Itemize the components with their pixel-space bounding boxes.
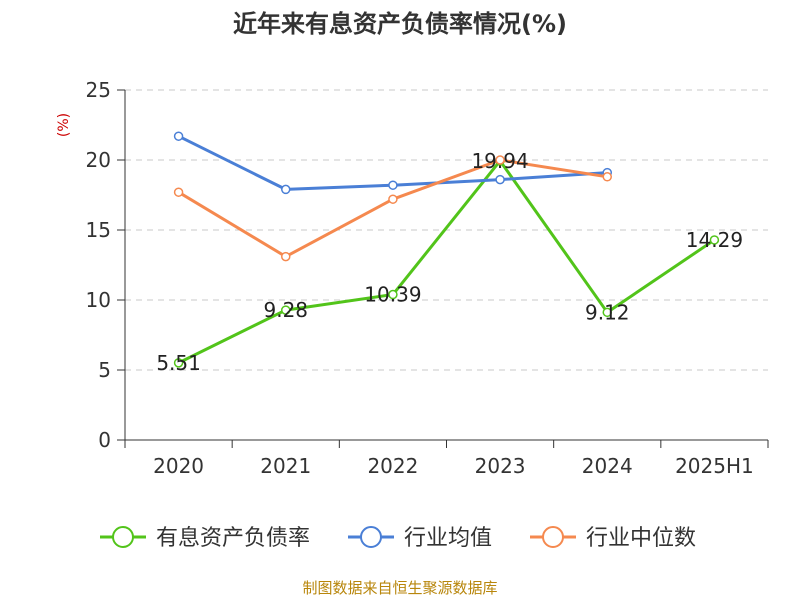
data-point — [173, 358, 184, 368]
y-tick-label: 25 — [86, 78, 111, 102]
y-tick-label: 15 — [86, 218, 111, 242]
legend-item-1: 行业均值 — [348, 526, 492, 551]
data-point — [281, 184, 291, 195]
legend-marker — [542, 526, 564, 548]
series-line — [177, 159, 716, 365]
data-point — [388, 289, 398, 300]
data-point — [281, 305, 291, 315]
data-point — [602, 307, 612, 318]
y-tick-label: 10 — [86, 288, 111, 312]
x-tick-label: 2022 — [367, 454, 418, 478]
series-0 — [173, 156, 720, 368]
data-label: 19.94 — [471, 149, 528, 173]
legend: 有息资产负债率 行业均值 行业中位数 — [100, 526, 696, 551]
data-point — [495, 155, 505, 165]
legend-marker — [112, 526, 134, 548]
data-point — [709, 235, 720, 245]
x-tick-label: 2021 — [260, 454, 311, 478]
data-label: 9.28 — [263, 298, 308, 322]
chart-title: 近年来有息资产负债率情况(%) — [233, 10, 567, 38]
legend-label: 行业中位数 — [586, 526, 696, 551]
data-point — [388, 180, 398, 190]
data-label: 14.29 — [686, 228, 743, 252]
source-note: 制图数据来自恒生聚源数据库 — [302, 579, 497, 597]
series-lines — [173, 131, 720, 368]
y-tick-label: 20 — [86, 148, 111, 172]
data-labels: 5.51 9.28 10.39 19.94 9.12 14.29 — [156, 149, 743, 375]
legend-marker — [360, 526, 382, 548]
legend-label: 行业均值 — [404, 526, 492, 551]
series-line — [177, 158, 608, 259]
data-label: 5.51 — [156, 351, 201, 375]
legend-item-2: 行业中位数 — [530, 526, 696, 551]
legend-label: 有息资产负债率 — [156, 526, 310, 551]
y-tick-label: 0 — [98, 428, 111, 452]
data-point — [281, 251, 291, 262]
x-tick-label: 2020 — [153, 454, 204, 478]
data-point — [495, 174, 505, 185]
x-tick-label: 2024 — [582, 454, 633, 478]
data-label: 10.39 — [364, 283, 421, 307]
legend-item-0: 有息资产负债率 — [100, 526, 310, 551]
series-1 — [173, 131, 612, 195]
data-point — [602, 172, 612, 182]
data-point — [388, 194, 398, 204]
data-point — [173, 131, 184, 141]
y-tick-label: 5 — [98, 358, 111, 382]
data-label: 9.12 — [585, 300, 630, 324]
series-2 — [173, 155, 612, 262]
x-tick-label: 2023 — [475, 454, 526, 478]
y-axis-label: (%) — [56, 113, 72, 137]
axes: 0 5 10 15 20 25 2020 2021 2022 2023 2024 2025H1 — [86, 78, 769, 478]
data-point — [173, 187, 184, 197]
x-tick-label: 2025H1 — [675, 454, 754, 478]
